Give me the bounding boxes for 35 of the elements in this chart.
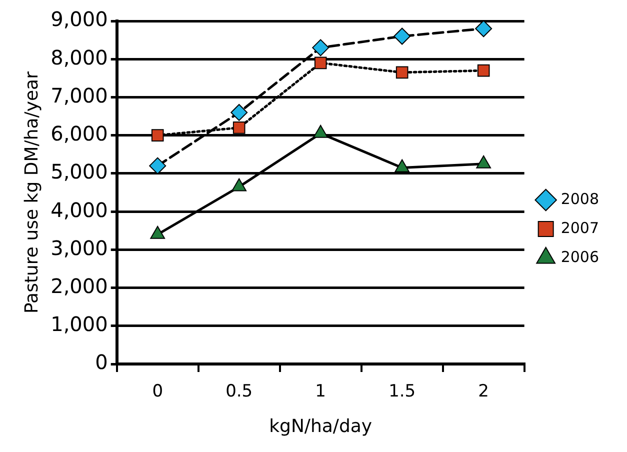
- y-tick-label: 6,000: [50, 122, 108, 146]
- point: [394, 28, 411, 45]
- y-axis-title: Pasture use kg DM/ha/year: [21, 70, 42, 314]
- point: [475, 21, 492, 38]
- legend-label: 2007: [560, 218, 600, 237]
- point: [312, 39, 330, 56]
- point: [313, 124, 328, 138]
- x-tick-label: 1.5: [388, 382, 416, 402]
- point: [149, 157, 166, 174]
- point: [477, 64, 490, 77]
- x-axis-title: kgN/ha/day: [269, 416, 372, 437]
- legend-label: 2006: [560, 248, 600, 266]
- y-tick-label: 5,000: [50, 160, 108, 184]
- y-tick-label: 2,000: [50, 274, 108, 298]
- legend-label: 2008: [560, 190, 600, 208]
- y-tick-label: 7,000: [50, 83, 108, 108]
- point: [394, 159, 410, 172]
- x-tick-label: 1: [315, 382, 326, 402]
- point: [230, 104, 248, 121]
- point: [314, 56, 327, 70]
- y-tick-label: 4,000: [50, 198, 108, 222]
- x-tick-label: 0: [152, 382, 164, 402]
- point: [151, 129, 164, 142]
- point: [396, 66, 408, 79]
- point: [232, 178, 247, 192]
- point: [150, 226, 166, 239]
- y-tick-label: 3,000: [50, 236, 108, 260]
- y-tick-label: 8,000: [50, 45, 108, 70]
- x-tick-label: 0.5: [226, 382, 253, 402]
- point: [476, 155, 492, 168]
- y-tick-label: 0: [95, 350, 108, 374]
- y-tick-label: 1,000: [50, 312, 108, 336]
- y-tick-label: 9,000: [50, 7, 108, 32]
- x-tick-label: 2: [478, 382, 489, 402]
- point: [232, 122, 246, 134]
